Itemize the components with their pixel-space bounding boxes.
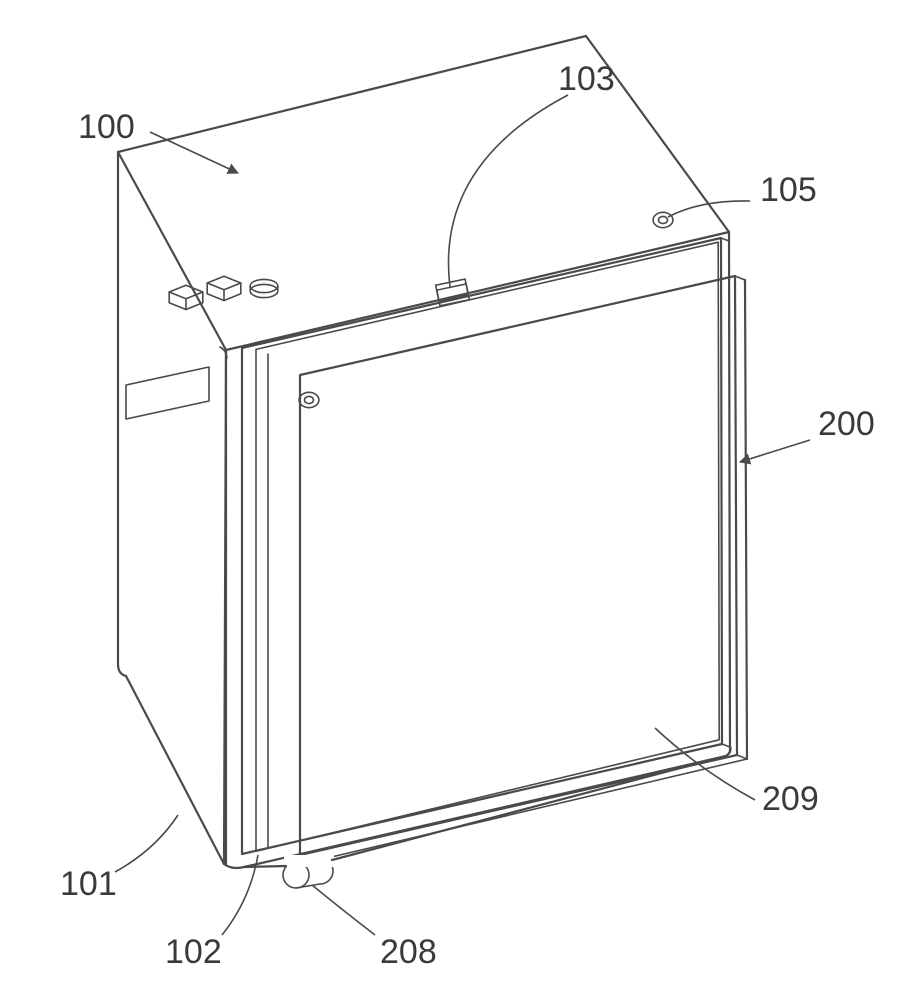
- label-l105: 105: [760, 171, 817, 209]
- leader-l103: [448, 95, 568, 287]
- leader-lines: [115, 95, 810, 935]
- label-l200: 200: [818, 405, 875, 443]
- leader-l208: [312, 885, 375, 935]
- reference-labels: 100 103 105 200 209 208 102 101: [60, 60, 875, 971]
- leader-l200: [740, 440, 810, 462]
- leader-l209: [655, 728, 755, 800]
- label-l102: 102: [165, 933, 222, 971]
- label-l101: 101: [60, 865, 117, 903]
- device-drawing: [118, 36, 747, 888]
- leader-l100: [150, 132, 238, 173]
- label-l103: 103: [558, 60, 615, 98]
- leader-l101: [115, 815, 178, 872]
- label-l100: 100: [78, 108, 135, 146]
- label-l208: 208: [380, 933, 437, 971]
- leader-l105: [668, 201, 750, 217]
- label-l209: 209: [762, 780, 819, 818]
